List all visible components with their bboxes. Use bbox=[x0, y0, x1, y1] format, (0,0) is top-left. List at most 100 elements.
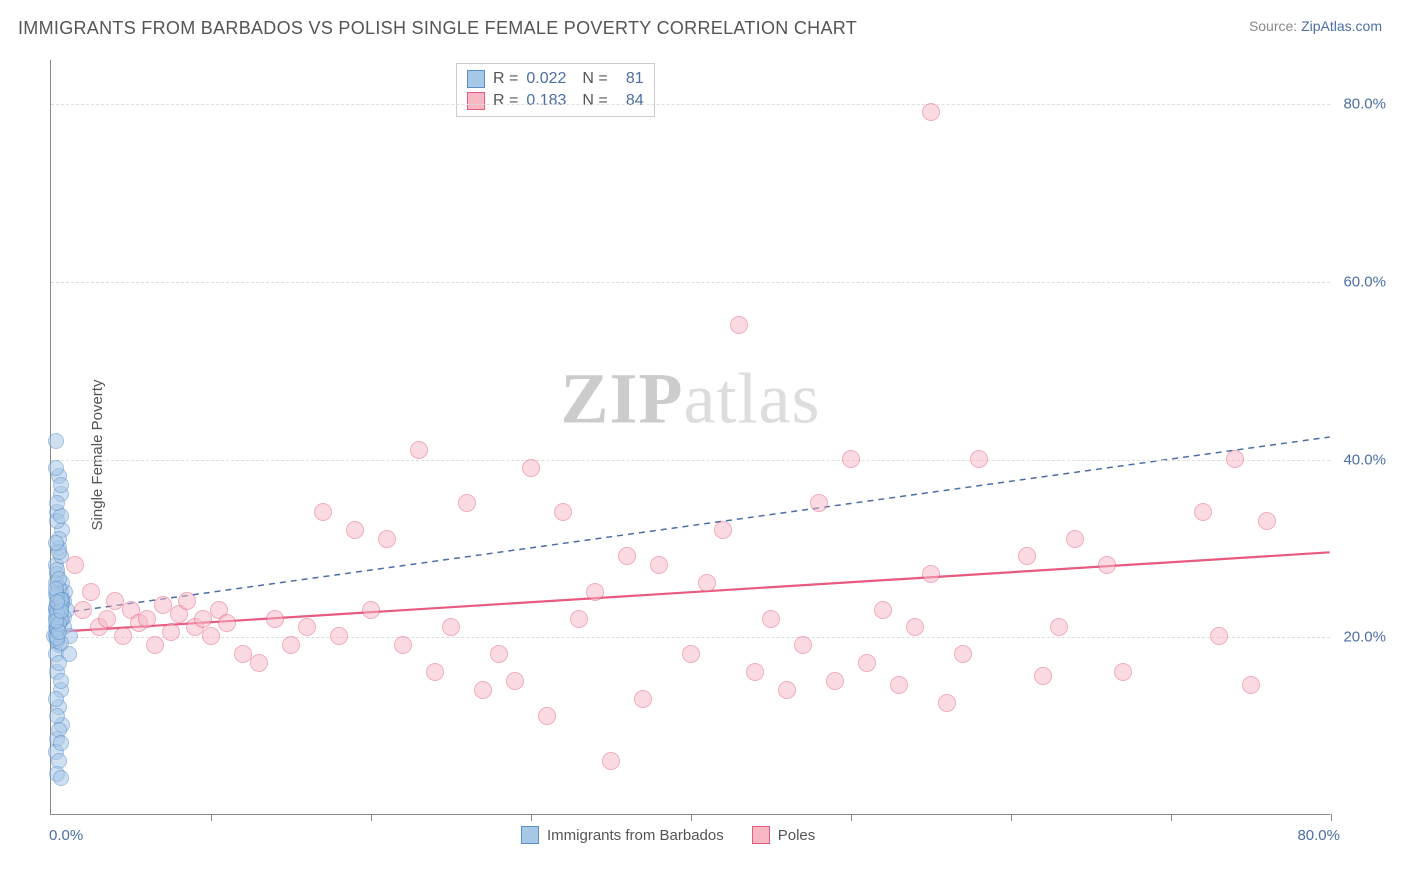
x-tick bbox=[1011, 814, 1012, 821]
x-axis-max-label: 80.0% bbox=[1297, 827, 1340, 844]
chart-container: Single Female Poverty ZIPatlas R =0.022N… bbox=[50, 60, 1386, 850]
n-value: 84 bbox=[616, 92, 644, 110]
scatter-point bbox=[890, 676, 908, 694]
scatter-point bbox=[53, 770, 69, 786]
x-tick bbox=[691, 814, 692, 821]
scatter-point bbox=[570, 610, 588, 628]
r-value: 0.022 bbox=[526, 70, 574, 88]
r-value: 0.183 bbox=[526, 92, 574, 110]
correlation-legend: R =0.022N =81R =0.183N =84 bbox=[456, 63, 655, 117]
scatter-point bbox=[48, 460, 64, 476]
scatter-point bbox=[906, 618, 924, 636]
x-tick bbox=[851, 814, 852, 821]
correlation-legend-row: R =0.183N =84 bbox=[467, 90, 644, 112]
scatter-point bbox=[714, 521, 732, 539]
scatter-point bbox=[51, 655, 67, 671]
scatter-point bbox=[794, 636, 812, 654]
scatter-point bbox=[250, 654, 268, 672]
source-attribution: Source: ZipAtlas.com bbox=[1249, 18, 1382, 34]
scatter-point bbox=[970, 450, 988, 468]
scatter-point bbox=[1114, 663, 1132, 681]
scatter-point bbox=[146, 636, 164, 654]
correlation-legend-row: R =0.022N =81 bbox=[467, 68, 644, 90]
scatter-point bbox=[282, 636, 300, 654]
scatter-point bbox=[458, 494, 476, 512]
r-label: R = bbox=[493, 70, 518, 88]
scatter-point bbox=[314, 503, 332, 521]
scatter-point bbox=[48, 433, 64, 449]
x-tick bbox=[1171, 814, 1172, 821]
header: IMMIGRANTS FROM BARBADOS VS POLISH SINGL… bbox=[0, 0, 1406, 43]
scatter-point bbox=[378, 530, 396, 548]
legend-swatch bbox=[521, 826, 539, 844]
gridline-h bbox=[51, 460, 1330, 461]
scatter-point bbox=[138, 610, 156, 628]
scatter-point bbox=[410, 441, 428, 459]
y-tick-label: 80.0% bbox=[1343, 96, 1386, 113]
scatter-point bbox=[48, 691, 64, 707]
source-link[interactable]: ZipAtlas.com bbox=[1301, 18, 1382, 34]
scatter-point bbox=[162, 623, 180, 641]
scatter-point bbox=[114, 627, 132, 645]
scatter-point bbox=[922, 103, 940, 121]
scatter-point bbox=[682, 645, 700, 663]
series-legend-item: Immigrants from Barbados bbox=[521, 826, 724, 844]
scatter-point bbox=[330, 627, 348, 645]
watermark-zip: ZIP bbox=[561, 359, 684, 439]
scatter-point bbox=[698, 574, 716, 592]
scatter-point bbox=[874, 601, 892, 619]
scatter-point bbox=[49, 495, 65, 511]
scatter-point bbox=[922, 565, 940, 583]
scatter-point bbox=[938, 694, 956, 712]
legend-swatch bbox=[752, 826, 770, 844]
scatter-point bbox=[1018, 547, 1036, 565]
scatter-point bbox=[554, 503, 572, 521]
y-tick-label: 40.0% bbox=[1343, 451, 1386, 468]
x-tick bbox=[371, 814, 372, 821]
chart-title: IMMIGRANTS FROM BARBADOS VS POLISH SINGL… bbox=[18, 18, 857, 39]
scatter-point bbox=[778, 681, 796, 699]
scatter-point bbox=[1098, 556, 1116, 574]
scatter-point bbox=[178, 592, 196, 610]
n-value: 81 bbox=[616, 70, 644, 88]
scatter-point bbox=[53, 735, 69, 751]
scatter-point bbox=[1034, 667, 1052, 685]
scatter-point bbox=[730, 316, 748, 334]
x-tick bbox=[531, 814, 532, 821]
watermark-atlas: atlas bbox=[684, 359, 821, 439]
scatter-point bbox=[954, 645, 972, 663]
scatter-point bbox=[74, 601, 92, 619]
scatter-point bbox=[218, 614, 236, 632]
scatter-point bbox=[618, 547, 636, 565]
series-legend-item: Poles bbox=[752, 826, 816, 844]
series-legend-label: Poles bbox=[778, 827, 816, 844]
y-tick-label: 60.0% bbox=[1343, 274, 1386, 291]
gridline-h bbox=[51, 104, 1330, 105]
series-legend: Immigrants from Barbados Poles bbox=[521, 826, 815, 844]
gridline-h bbox=[51, 637, 1330, 638]
trend-line bbox=[51, 552, 1329, 632]
x-axis-min-label: 0.0% bbox=[49, 827, 83, 844]
scatter-point bbox=[810, 494, 828, 512]
scatter-point bbox=[98, 610, 116, 628]
scatter-point bbox=[426, 663, 444, 681]
scatter-point bbox=[634, 690, 652, 708]
legend-swatch bbox=[467, 92, 485, 110]
scatter-point bbox=[53, 477, 69, 493]
scatter-point bbox=[362, 601, 380, 619]
source-prefix: Source: bbox=[1249, 18, 1301, 34]
scatter-point bbox=[48, 535, 64, 551]
plot-area: ZIPatlas R =0.022N =81R =0.183N =84 0.0%… bbox=[50, 60, 1330, 815]
scatter-point bbox=[762, 610, 780, 628]
legend-swatch bbox=[467, 70, 485, 88]
scatter-point bbox=[474, 681, 492, 699]
scatter-point bbox=[650, 556, 668, 574]
scatter-point bbox=[1050, 618, 1068, 636]
n-label: N = bbox=[582, 92, 607, 110]
scatter-point bbox=[1194, 503, 1212, 521]
scatter-point bbox=[266, 610, 284, 628]
scatter-point bbox=[586, 583, 604, 601]
scatter-point bbox=[346, 521, 364, 539]
scatter-point bbox=[202, 627, 220, 645]
scatter-point bbox=[858, 654, 876, 672]
